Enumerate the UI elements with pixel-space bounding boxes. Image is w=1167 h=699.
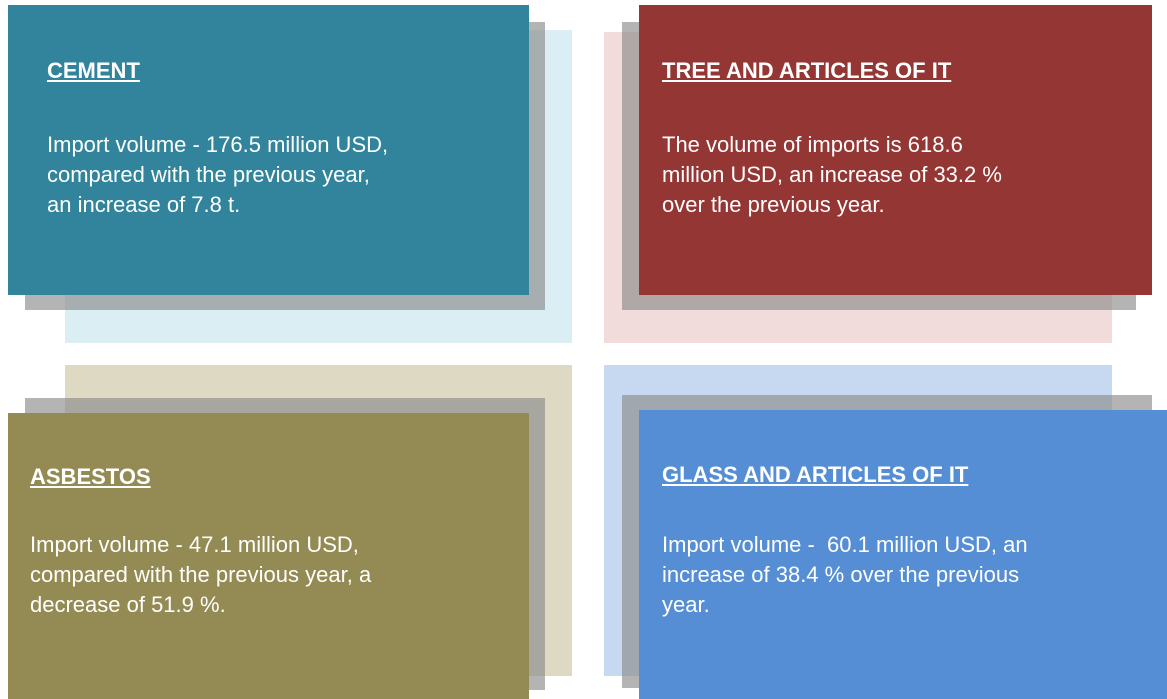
panel-text: Import volume - 60.1 million USD, an <box>662 532 1028 557</box>
panel-text: over the previous year. <box>662 192 885 217</box>
panel-text: year. <box>662 592 710 617</box>
panel <box>639 410 1167 699</box>
panel-text: million USD, an increase of 33.2 % <box>662 162 1002 187</box>
panel-text: increase of 38.4 % over the previous <box>662 562 1020 587</box>
panel-text: compared with the previous year, <box>47 162 370 187</box>
panel-text: The volume of imports is 618.6 <box>662 132 963 157</box>
panel <box>639 5 1152 295</box>
panel-text: Import volume - 176.5 million USD, <box>47 132 389 157</box>
panel-text: compared with the previous year, a <box>30 562 372 587</box>
panel-title: GLASS AND ARTICLES OF IT <box>662 462 969 487</box>
panel-title: TREE AND ARTICLES OF IT <box>662 58 952 83</box>
panel-title: CEMENT <box>47 58 140 83</box>
panel-text: decrease of 51.9 %. <box>30 592 226 617</box>
panel-text: an increase of 7.8 t. <box>47 192 241 217</box>
panel <box>8 413 529 699</box>
panel-text: Import volume - 47.1 million USD, <box>30 532 359 557</box>
panel <box>8 5 529 295</box>
panel-title: ASBESTOS <box>30 464 151 489</box>
